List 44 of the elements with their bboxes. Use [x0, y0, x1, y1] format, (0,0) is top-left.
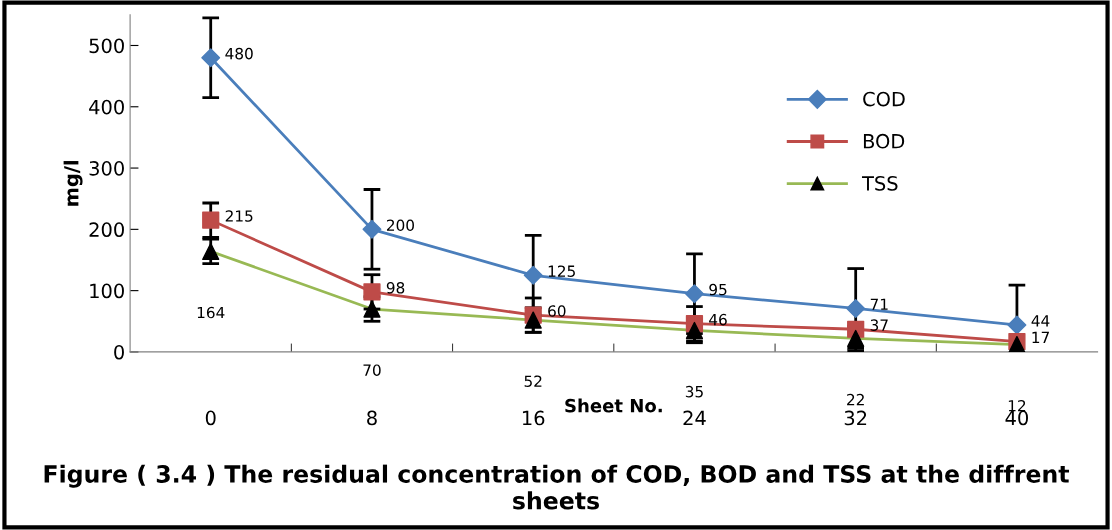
point: [362, 219, 382, 239]
data-label: 125: [548, 265, 575, 277]
point: [523, 265, 543, 285]
y-tick-label: 200: [89, 222, 124, 238]
data-label: 71: [870, 298, 888, 310]
data-label: 200: [386, 219, 414, 231]
x-tick-label: 16: [522, 410, 545, 426]
data-label: 12: [1008, 399, 1026, 412]
point: [684, 284, 704, 304]
data-label: 17: [1032, 331, 1049, 343]
x-tick-label: 24: [683, 410, 706, 426]
point: [846, 298, 866, 318]
x-tick-label: 8: [367, 410, 377, 426]
x-tick-label: 32: [844, 410, 867, 426]
y-tick-label: 300: [89, 161, 124, 176]
data-label: 37: [870, 319, 888, 331]
x-tick-label: 0: [205, 410, 216, 426]
data-label: 44: [1031, 315, 1050, 327]
data-label: 22: [847, 393, 864, 406]
data-label: 35: [685, 385, 703, 398]
x-axis-title: Sheet No.: [565, 398, 662, 413]
point: [202, 211, 220, 229]
data-label: 52: [524, 375, 542, 387]
data-label: 46: [709, 313, 727, 326]
point: [201, 48, 221, 68]
y-tick-label: 400: [89, 99, 124, 115]
point: [363, 283, 381, 301]
y-tick-label: 500: [89, 38, 124, 54]
y-tick-label: 100: [90, 283, 124, 299]
y-axis-title: mg/l: [63, 161, 83, 206]
data-label: 98: [386, 281, 405, 294]
text: Figure ( 3.4 ) The residual concentration of COD, BOD and TSS at the diffrent sheets: [44, 464, 1070, 510]
x-tick-label: 40: [1005, 410, 1028, 426]
data-label: 480: [225, 47, 253, 60]
legend-label: TSS: [861, 176, 898, 191]
legend-label: BOD: [863, 133, 905, 149]
y-tick-label: 0: [114, 344, 124, 360]
data-label: 164: [197, 306, 225, 319]
data-label: 95: [709, 283, 727, 296]
legend-label: COD: [863, 91, 905, 107]
data-label: 215: [225, 210, 253, 222]
point: [1007, 315, 1027, 335]
data-label: 60: [548, 305, 566, 317]
data-label: 70: [363, 364, 381, 376]
